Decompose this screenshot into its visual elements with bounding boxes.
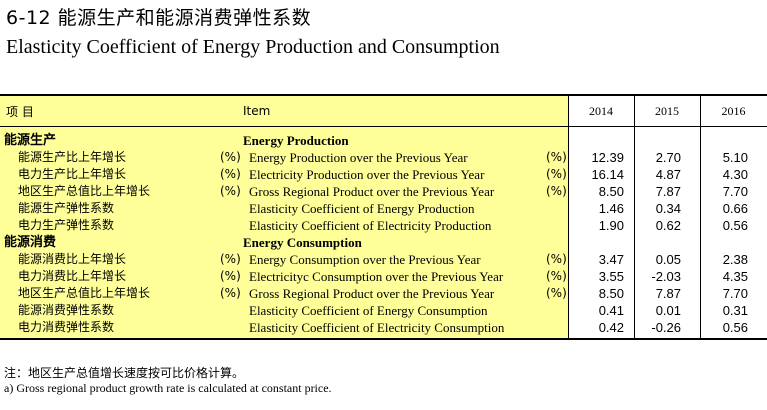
row-unit-cn: (%) [220,269,241,283]
value-2015: -2.03 [651,269,681,284]
value-2016: 5.10 [722,150,748,165]
row-label-cn: 地区生产总值比上年增长 [18,184,151,198]
item-column-highlight [0,96,568,338]
header-year-2014: 2014 [589,103,613,118]
row-label-en: Energy Consumption over the Previous Yea… [249,252,481,267]
row-label-en: Elasticity Coefficient of Electricity Co… [249,320,505,335]
value-2016: 7.70 [722,184,748,199]
value-2014: 8.50 [598,286,624,301]
value-2014: 3.47 [598,252,624,267]
value-2016: 2.38 [722,252,748,267]
row-unit-en: (%) [546,167,567,181]
row-label-en: Electricity Production over the Previous… [249,167,485,182]
row-unit-en: (%) [546,286,567,300]
page-title-cn: 6-12 能源生产和能源消费弹性系数 [6,7,312,29]
value-2014: 1.90 [598,218,624,233]
row-label-en: Gross Regional Product over the Previous… [249,286,495,301]
value-2015: -0.26 [651,320,681,335]
row-label-cn: 能源消费比上年增长 [18,252,127,266]
table-row: 电力生产弹性系数 Elasticity Coefficient of Electr… [0,217,767,234]
value-2015: 4.87 [655,167,681,182]
row-label-en: Elasticity Coefficient of Energy Consump… [249,303,488,318]
row-unit-cn: (%) [220,150,241,164]
row-label-en: Elasticity Coefficient of Electricity Pr… [249,218,492,233]
value-2016: 0.56 [722,218,748,233]
table-row: 地区生产总值比上年增长 (%) Gross Regional Product ove… [0,285,767,302]
value-2016: 0.31 [722,303,748,318]
header-year-2016: 2016 [721,103,746,118]
value-2015: 0.34 [655,201,681,216]
column-divider [634,96,635,338]
value-2016: 7.70 [722,286,748,301]
row-unit-en: (%) [546,269,567,283]
value-2016: 0.56 [722,320,748,335]
value-2014: 12.39 [591,150,624,165]
row-label-cn: 地区生产总值比上年增长 [18,286,151,300]
row-unit-cn: (%) [220,286,241,300]
row-label-cn: 能源消费弹性系数 [18,303,115,317]
table-row: 电力消费比上年增长 (%) Electricityc Consumption ove… [0,268,767,285]
table-row: 电力生产比上年增长 (%) Electricity Production over … [0,166,767,183]
row-label-cn: 能源生产弹性系数 [18,201,115,215]
row-label-cn: 电力消费比上年增长 [18,269,127,283]
row-label-cn: 能源生产比上年增长 [18,150,127,164]
table-row: 能源消费弹性系数 Elasticity Coefficient of Energy… [0,302,767,319]
value-2015: 0.05 [655,252,681,267]
section-title-cn: 能源消费 [4,235,57,250]
value-2014: 8.50 [598,184,624,199]
column-divider [700,96,701,338]
value-2016: 0.66 [722,201,748,216]
table-row: 能源消费比上年增长 (%) Energy Consumption over the … [0,251,767,268]
value-2016: 4.30 [722,167,748,182]
row-label-cn: 电力生产比上年增长 [18,167,127,181]
section-header-row: 能源消费 Energy Consumption [0,234,767,251]
value-2015: 0.62 [655,218,681,233]
page-title-en: Elasticity Coefficient of Energy Product… [6,36,500,58]
table-row: 能源生产弹性系数 Elasticity Coefficient of Energy… [0,200,767,217]
value-2014: 1.46 [598,201,624,216]
value-2015: 7.87 [655,184,681,199]
data-table: 项 目 Item 2014 2015 2016 能源生产 Energy Produ… [0,94,767,340]
value-2015: 7.87 [655,286,681,301]
value-2015: 2.70 [655,150,681,165]
table-row: 电力消费弹性系数 Elasticity Coefficient of Electr… [0,319,767,336]
section-title-cn: 能源生产 [4,133,57,148]
row-unit-cn: (%) [220,184,241,198]
row-label-en: Electricityc Consumption over the Previo… [249,269,504,284]
row-label-cn: 电力生产弹性系数 [18,218,115,232]
header-item-cn: 项 目 [6,104,34,119]
section-title-en: Energy Production [243,133,349,148]
column-divider [568,96,569,338]
value-2014: 16.14 [591,167,624,182]
footnote-cn: 注：地区生产总值增长速度按可比价格计算。 [4,366,245,380]
row-label-en: Energy Production over the Previous Year [249,150,468,165]
row-unit-cn: (%) [220,252,241,266]
header-item-en: Item [243,104,271,118]
table-row: 地区生产总值比上年增长 (%) Gross Regional Product ove… [0,183,767,200]
section-header-row: 能源生产 Energy Production [0,132,767,149]
header-rule [0,126,767,127]
footnote-en: a) Gross regional product growth rate is… [4,381,332,395]
value-2016: 4.35 [722,269,748,284]
value-2014: 0.42 [598,320,624,335]
row-unit-en: (%) [546,150,567,164]
header-year-2015: 2015 [655,103,679,118]
value-2014: 0.41 [598,303,624,318]
row-label-en: Elasticity Coefficient of Energy Product… [249,201,475,216]
section-title-en: Energy Consumption [243,235,362,250]
row-unit-cn: (%) [220,167,241,181]
row-unit-en: (%) [546,252,567,266]
row-unit-en: (%) [546,184,567,198]
row-label-en: Gross Regional Product over the Previous… [249,184,495,199]
table-top-rule [0,94,767,96]
value-2015: 0.01 [655,303,681,318]
table-row: 能源生产比上年增长 (%) Energy Production over the P… [0,149,767,166]
row-label-cn: 电力消费弹性系数 [18,320,115,334]
value-2014: 3.55 [598,269,624,284]
table-bottom-rule [0,338,767,340]
